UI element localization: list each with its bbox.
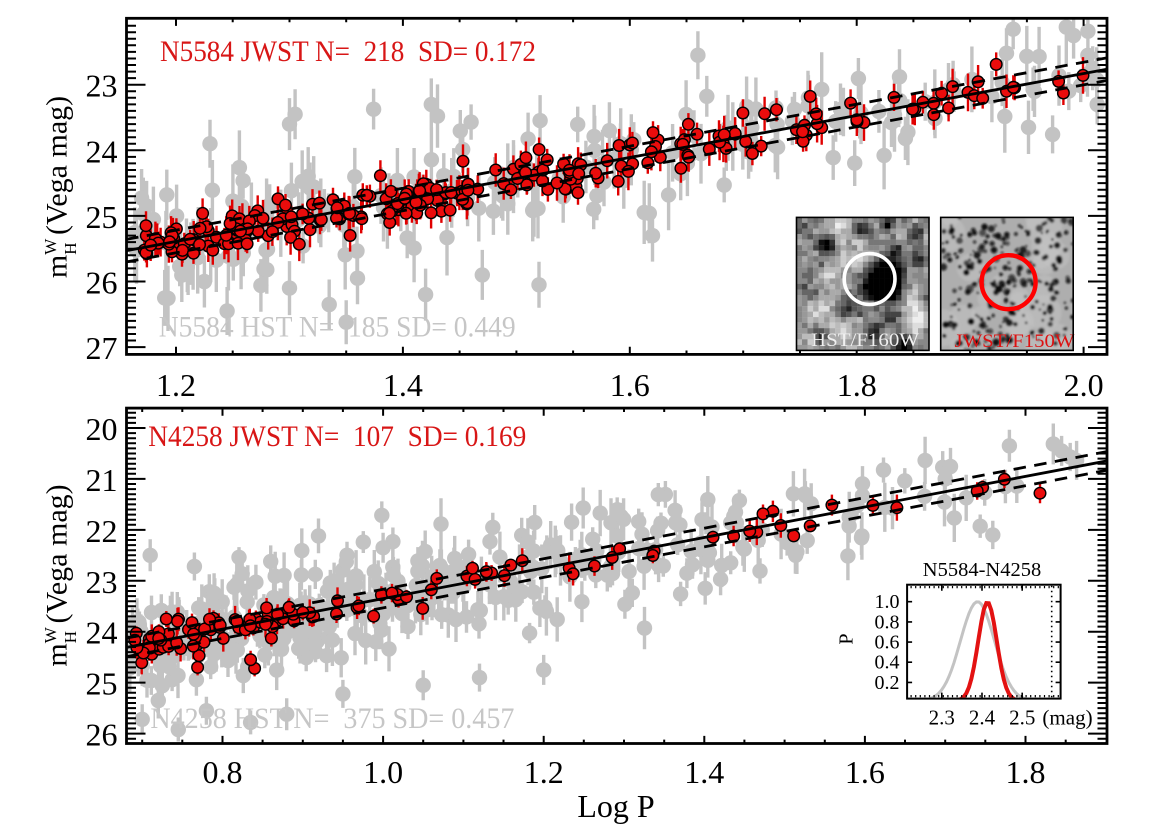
svg-text:N5584 HST N= 185 SD= 0.449: N5584 HST N= 185 SD= 0.449: [159, 311, 516, 344]
svg-text:22: 22: [86, 513, 118, 549]
svg-text:0.8: 0.8: [203, 754, 243, 790]
svg-text:0.4: 0.4: [875, 652, 900, 674]
svg-text:mWH (Vega mag): mWH (Vega mag): [41, 484, 81, 666]
svg-text:N4258 JWST N= 107 SD= 0.169: N4258 JWST N= 107 SD= 0.169: [148, 420, 526, 453]
svg-text:N5584-N4258: N5584-N4258: [923, 559, 1041, 581]
svg-text:2.5: 2.5: [1009, 706, 1035, 730]
svg-text:0.2: 0.2: [875, 672, 900, 694]
svg-text:2.4: 2.4: [969, 706, 996, 730]
svg-text:P: P: [836, 633, 858, 644]
svg-text:25: 25: [86, 666, 118, 702]
svg-text:2.0: 2.0: [1064, 367, 1104, 403]
svg-text:1.2: 1.2: [156, 367, 196, 403]
svg-text:20: 20: [86, 411, 118, 447]
svg-text:1.2: 1.2: [524, 754, 564, 790]
svg-text:1.6: 1.6: [610, 367, 650, 403]
svg-text:0.6: 0.6: [875, 632, 900, 654]
svg-text:1.0: 1.0: [363, 754, 403, 790]
svg-text:24: 24: [86, 615, 118, 651]
svg-text:1.0: 1.0: [875, 591, 900, 613]
svg-text:mWH (Vega mag): mWH (Vega mag): [41, 96, 81, 278]
svg-text:HST/F160W: HST/F160W: [811, 331, 920, 351]
svg-text:Log P: Log P: [577, 788, 654, 824]
svg-text:N4258 HST N= 375 SD= 0.457: N4258 HST N= 375 SD= 0.457: [150, 702, 514, 735]
svg-text:1.8: 1.8: [837, 367, 877, 403]
svg-text:2.3: 2.3: [929, 706, 955, 730]
svg-text:23: 23: [86, 564, 118, 600]
svg-text:26: 26: [86, 265, 118, 301]
svg-text:JWST/F150W: JWST/F150W: [955, 331, 1075, 352]
svg-text:24: 24: [86, 133, 118, 169]
svg-text:1.4: 1.4: [684, 754, 724, 790]
svg-text:0.8: 0.8: [875, 611, 900, 633]
svg-text:1.4: 1.4: [383, 367, 423, 403]
svg-text:1.6: 1.6: [845, 754, 885, 790]
svg-text:21: 21: [86, 462, 118, 498]
svg-text:1.8: 1.8: [1006, 754, 1046, 790]
svg-text:N5584 JWST N= 218 SD= 0.172: N5584 JWST N= 218 SD= 0.172: [160, 35, 536, 68]
svg-text:27: 27: [86, 330, 118, 366]
svg-text:23: 23: [86, 68, 118, 104]
svg-text:(mag): (mag): [1042, 706, 1092, 730]
svg-text:25: 25: [86, 199, 118, 235]
svg-text:26: 26: [86, 717, 118, 753]
